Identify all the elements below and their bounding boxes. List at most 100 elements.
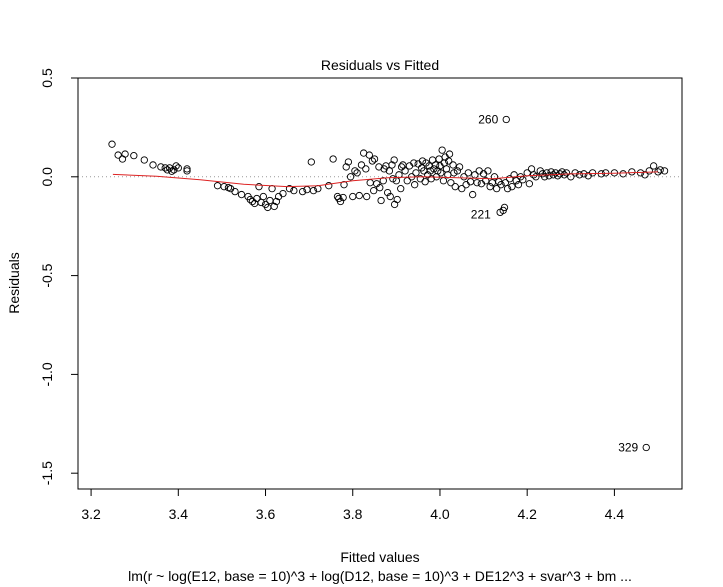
residual-point [376, 184, 384, 192]
residual-point [484, 167, 492, 175]
residual-point [469, 190, 477, 199]
y-tick-label: 0.0 [39, 167, 55, 187]
chart-title: Residuals vs Fitted [321, 57, 439, 73]
residual-point [325, 182, 333, 190]
y-tick-label: 0.5 [39, 68, 55, 88]
residual-point [114, 151, 122, 159]
residual-point [506, 175, 514, 183]
residual-point [395, 171, 403, 179]
smoother-line [112, 171, 659, 188]
residual-point [508, 183, 516, 191]
residual-point [183, 165, 191, 173]
residual-point [642, 443, 650, 452]
residual-point [527, 165, 536, 173]
residual-point [183, 167, 191, 175]
residual-point [272, 197, 281, 206]
residual-point [309, 186, 318, 195]
outlier-label-221: 221 [471, 207, 491, 221]
residual-point [588, 169, 597, 177]
residual-point [523, 169, 531, 177]
residual-point [530, 171, 538, 179]
residual-point [532, 173, 540, 181]
residual-point [355, 191, 363, 200]
residual-point [645, 167, 653, 175]
residual-point [397, 185, 405, 193]
residual-point [451, 183, 459, 191]
residual-point [412, 169, 420, 177]
residual-point [390, 200, 399, 209]
residual-point [656, 166, 664, 174]
outlier-label-329: 329 [618, 441, 638, 455]
residual-point [383, 188, 392, 197]
residual-point [385, 167, 394, 175]
residual-point [439, 177, 448, 185]
residual-point [253, 194, 261, 203]
residual-point [237, 190, 246, 199]
x-tick-label: 3.8 [343, 506, 363, 522]
residual-point [503, 185, 512, 193]
residual-point [458, 185, 466, 193]
residual-point [290, 186, 298, 195]
residual-point [571, 169, 579, 177]
residual-point [220, 183, 228, 191]
residual-point [545, 172, 553, 180]
y-tick-label: -1.5 [39, 461, 55, 485]
residual-point [500, 203, 509, 212]
residual-point [660, 167, 669, 175]
model-formula-subtitle: lm(r ~ log(E12, base = 10)^3 + log(D12, … [128, 568, 632, 584]
x-tick-label: 3.4 [169, 506, 189, 522]
residual-point [560, 171, 568, 179]
outlier-label-260: 260 [478, 112, 498, 126]
x-tick-label: 3.6 [256, 506, 276, 522]
residual-point [353, 169, 361, 177]
residual-point [149, 161, 157, 169]
residual-point [170, 166, 178, 174]
residual-point [346, 173, 355, 181]
residual-point [619, 170, 627, 178]
residual-point [445, 157, 453, 165]
residual-point [421, 178, 429, 186]
residual-point [344, 158, 353, 166]
residual-point [650, 162, 658, 170]
residual-point [426, 167, 435, 175]
residual-point [418, 157, 427, 165]
residual-point [357, 161, 366, 169]
residual-point [298, 187, 307, 196]
residual-point [349, 192, 357, 201]
residual-point [390, 156, 398, 164]
residual-point [362, 165, 370, 173]
residual-point [641, 171, 649, 179]
residual-point [410, 159, 418, 167]
residual-point [514, 181, 523, 189]
residual-point [502, 115, 510, 124]
residual-point [285, 185, 294, 193]
residual-point [460, 173, 468, 181]
residual-point [370, 155, 379, 163]
residual-point [389, 175, 397, 183]
residual-point [442, 165, 451, 173]
data-points [108, 115, 669, 452]
residual-point [363, 192, 371, 201]
residual-point [450, 169, 458, 177]
x-axis: 3.2 3.4 3.6 3.8 4.0 4.2 4.4 [81, 488, 624, 522]
y-axis-label: Residuals [6, 252, 22, 313]
residual-point [168, 167, 176, 175]
residual-point [562, 169, 571, 177]
residual-point [386, 192, 394, 201]
residual-point [270, 202, 278, 211]
residual-point [449, 161, 457, 169]
residual-point [157, 163, 165, 171]
residual-point [525, 180, 534, 188]
residual-point [388, 161, 396, 169]
residual-point [172, 162, 180, 170]
residual-point [375, 163, 383, 171]
residual-point [430, 165, 438, 173]
residual-point [307, 158, 315, 166]
residual-point [628, 168, 636, 176]
residual-point [174, 164, 182, 172]
residual-point [575, 171, 584, 179]
residual-point [366, 179, 374, 187]
residual-point [213, 182, 222, 190]
residual-point [497, 181, 505, 189]
